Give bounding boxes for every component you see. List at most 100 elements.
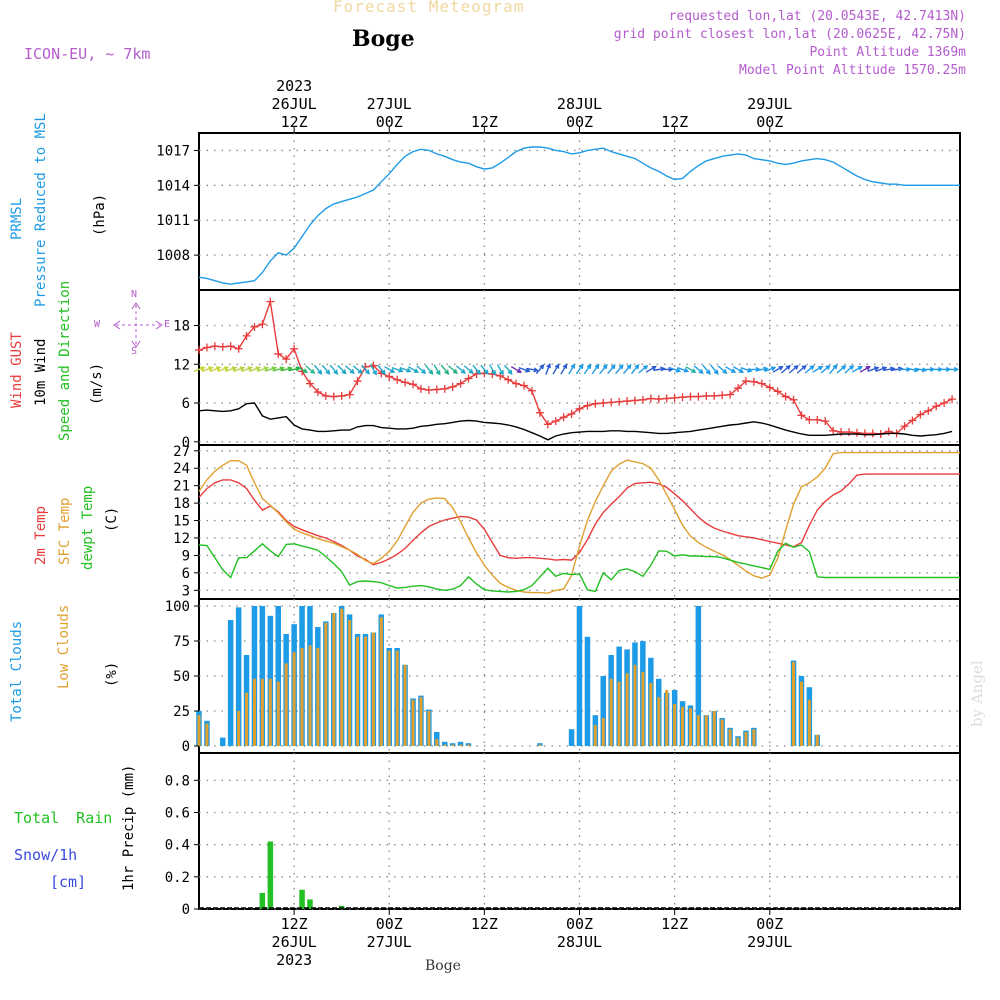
wind-arrow (416, 365, 427, 374)
wind-arrow (510, 366, 523, 373)
gust-marker (916, 410, 925, 419)
gust-marker (266, 297, 275, 306)
bottom-time-label: 2023 (276, 951, 312, 969)
wind-arrow (685, 366, 697, 373)
gust-marker (504, 375, 513, 384)
wind-speed-dir-label: Speed and Direction (57, 280, 73, 441)
wind-arrow (796, 364, 807, 374)
wind-arrow (725, 366, 737, 373)
top-time-label: 00Z (566, 113, 593, 131)
gust-marker (718, 391, 727, 400)
bar-clouds-1 (419, 697, 423, 746)
bar-clouds-1 (332, 613, 336, 746)
wind-arrow (693, 365, 704, 374)
bottom-time-label: 00Z (376, 915, 403, 933)
bottom-time-label: 12Z (471, 915, 498, 933)
gust-marker (393, 375, 402, 384)
gust-marker (805, 415, 814, 424)
gust-marker (607, 398, 616, 407)
pressure-label-desc: Pressure Reduced to MSL (33, 113, 49, 307)
wind-arrow (352, 365, 363, 374)
bar-clouds-1 (696, 715, 700, 746)
gust-marker (837, 428, 846, 437)
wind-arrow (575, 363, 584, 375)
gust-marker (202, 343, 211, 352)
gust-marker (567, 410, 576, 418)
bar-clouds-1 (395, 650, 399, 746)
bottom-time-label: 00Z (566, 915, 593, 933)
bar-clouds-0 (220, 737, 226, 746)
ytick-label-temperature: 18 (173, 496, 190, 512)
bottom-time-label: 26JUL (272, 933, 317, 951)
wind-arrow (645, 365, 657, 373)
bar-clouds-1 (800, 681, 803, 746)
ytick-label-clouds: 75 (173, 634, 190, 650)
ytick-label-wind: 0 (182, 435, 190, 451)
wind-arrow (344, 365, 355, 374)
gust-marker (845, 428, 854, 437)
wind-arrow (305, 365, 316, 374)
bar-clouds-1 (467, 744, 470, 746)
bar-precip-0 (307, 899, 313, 909)
wind-arrow (630, 364, 640, 375)
bottom-time-label: 28JUL (557, 933, 602, 951)
wind-arrow (638, 364, 649, 374)
compass-north: N (131, 289, 138, 300)
wind-arrow (851, 365, 863, 373)
top-time-label: 28JUL (557, 95, 602, 113)
gust-marker (670, 393, 679, 402)
bar-clouds-1 (284, 663, 288, 746)
gust-marker (765, 383, 774, 392)
gust-marker (575, 404, 584, 413)
bar-clouds-0 (227, 620, 234, 746)
wind-arrow (732, 366, 745, 373)
bar-clouds-1 (371, 632, 375, 746)
wind-arrow (710, 364, 719, 375)
gust-marker (773, 387, 782, 396)
wind-arrow (329, 364, 339, 375)
clouds-unit: (%) (104, 661, 120, 687)
bar-clouds-1 (681, 706, 684, 746)
footer-location: Boge (425, 958, 461, 974)
wind-arrow (496, 364, 504, 376)
wind-arrow (399, 366, 412, 373)
bottom-time-label: 12Z (281, 915, 308, 933)
wind-arrow (377, 364, 386, 375)
ytick-label-clouds: 0 (182, 739, 190, 755)
wind-arrow (820, 364, 831, 374)
gust-marker (234, 344, 243, 353)
wind-arrow (717, 365, 728, 374)
bar-clouds-1 (260, 678, 264, 746)
gust-marker (345, 390, 354, 399)
wind-arrow (812, 365, 824, 373)
gust-marker (535, 408, 544, 417)
wind-arrow (272, 366, 286, 372)
bar-clouds-1 (657, 697, 661, 746)
gust-marker (829, 426, 838, 435)
gust-marker (543, 420, 552, 429)
wind-10m-label: 10m Wind (33, 338, 49, 406)
bar-clouds-1 (815, 734, 819, 746)
pressure-unit: (hPa) (92, 193, 108, 236)
snow-label: Snow/1h (14, 846, 78, 864)
bar-clouds-1 (292, 652, 296, 746)
bar-precip-0 (259, 892, 266, 909)
gust-marker (305, 379, 314, 388)
top-time-label: 29JUL (747, 95, 792, 113)
bar-clouds-1 (617, 681, 621, 746)
wind-arrow (615, 364, 624, 375)
wind-arrow (535, 364, 545, 375)
gust-marker (741, 377, 750, 386)
bar-clouds-1 (752, 729, 756, 746)
ytick-label-pressure: 1008 (156, 248, 190, 264)
wind-arrow (407, 366, 420, 373)
gust-marker (662, 394, 671, 403)
wind-arrow (455, 365, 466, 374)
gust-marker (948, 395, 957, 404)
bar-clouds-1 (308, 645, 312, 746)
gust-marker (464, 374, 473, 383)
bar-clouds-1 (364, 636, 367, 746)
temp-unit: (C) (104, 506, 120, 532)
gust-marker (250, 322, 259, 331)
